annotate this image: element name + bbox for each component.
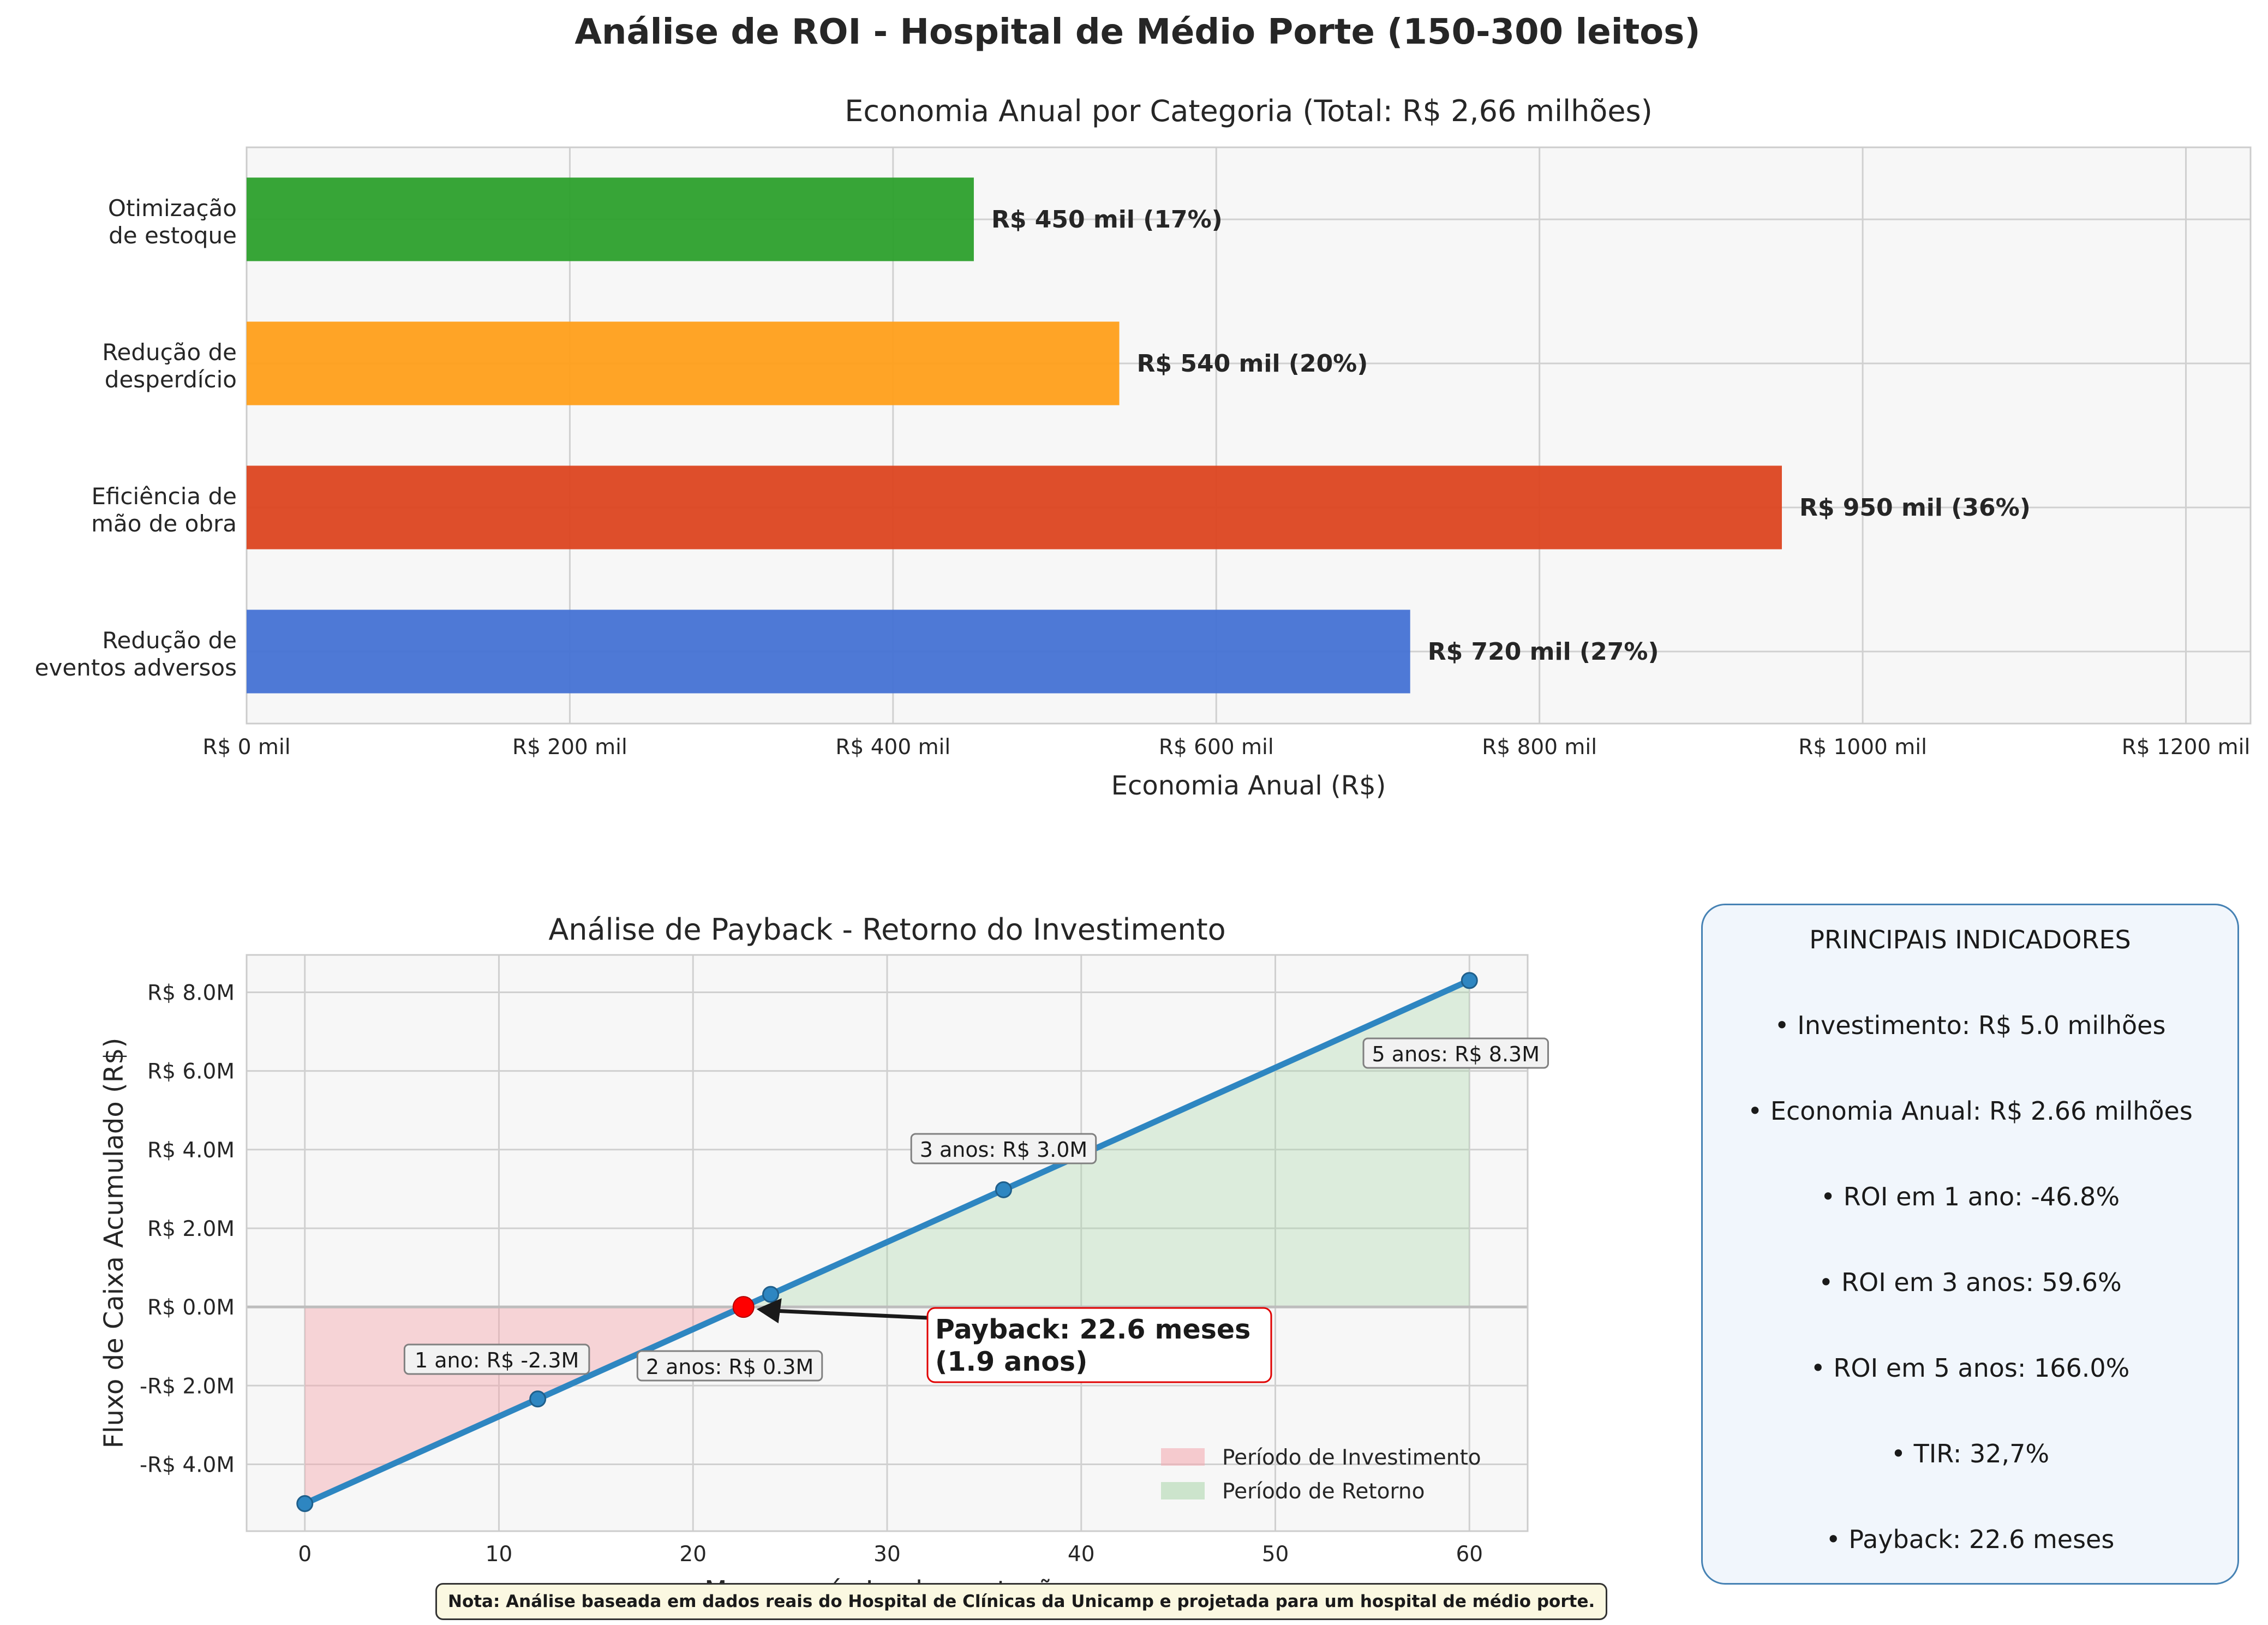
cashflow-point [995, 1181, 1012, 1198]
year-annotation-label: 3 anos: R$ 3.0M [920, 1138, 1087, 1162]
bar-x-tick-label: R$ 200 mil [512, 735, 627, 760]
bar-category-label: Eficiência de mão de obra [91, 483, 237, 537]
bar [247, 610, 1410, 694]
payback-arrowhead [756, 1298, 782, 1324]
legend-swatch [1161, 1482, 1205, 1499]
footnote: Nota: Análise baseada em dados reais do … [435, 1583, 1608, 1620]
bar-x-tick-label: R$ 600 mil [1159, 735, 1274, 760]
bar-x-tick-label: R$ 1000 mil [1798, 735, 1927, 760]
payback-marker [732, 1296, 755, 1318]
bar-chart-title: Economia Anual por Categoria (Total: R$ … [845, 94, 1653, 128]
cashflow-point [296, 1495, 314, 1513]
payback-callout-line2: (1.9 anos) [935, 1346, 1087, 1377]
line-y-tick-label: -R$ 2.0M [140, 1374, 235, 1399]
legend-label: Período de Investimento [1222, 1445, 1481, 1470]
payback-arrow [763, 1308, 928, 1320]
bar-category-label: Otimização de estoque [108, 195, 237, 249]
bar-x-tick-label: R$ 1200 mil [2122, 735, 2251, 760]
year-annotation-box [1362, 1037, 1549, 1069]
figure-title: Análise de ROI - Hospital de Médio Porte… [575, 12, 1700, 52]
legend-label: Período de Retorno [1222, 1479, 1425, 1504]
year-annotation-box [910, 1133, 1097, 1164]
year-annotation-label: 2 anos: R$ 0.3M [646, 1355, 813, 1379]
bar-x-tick-label: R$ 0 mil [202, 735, 290, 760]
bar [247, 321, 1120, 405]
cashflow-point [1461, 972, 1478, 989]
bar-value-label: R$ 720 mil (27%) [1428, 638, 1659, 666]
line-plot-frame [246, 954, 1529, 1532]
cashflow-point [762, 1286, 780, 1303]
bar-x-tick-label: R$ 800 mil [1482, 735, 1597, 760]
line-x-tick-label: 20 [679, 1542, 707, 1567]
year-annotation-box [403, 1343, 590, 1375]
indicators-panel: PRINCIPAIS INDICADORES • Investimento: R… [1701, 904, 2239, 1585]
year-annotation-label: 1 ano: R$ -2.3M [415, 1348, 579, 1372]
bar-x-axis-label: Economia Anual (R$) [1111, 770, 1386, 801]
line-y-tick-label: R$ 4.0M [147, 1138, 235, 1163]
indicators-heading: PRINCIPAIS INDICADORES [1809, 925, 2131, 954]
bar-value-label: R$ 540 mil (20%) [1137, 350, 1368, 378]
line-x-tick-label: 30 [873, 1542, 901, 1567]
line-y-tick-label: R$ 6.0M [147, 1060, 235, 1084]
bar [247, 177, 974, 261]
line-x-tick-label: 10 [486, 1542, 513, 1567]
indicator-payback: • Payback: 22.6 meses [1826, 1525, 2115, 1554]
bar-value-label: R$ 950 mil (36%) [1799, 494, 2031, 522]
year-annotation-label: 5 anos: R$ 8.3M [1372, 1042, 1540, 1066]
bar-chart: R$ 450 mil (17%) Otimização de estoque R$ 5… [35, 94, 2252, 801]
bar-category-label: Redução de desperdício [102, 339, 237, 393]
line-x-tick-label: 40 [1068, 1542, 1095, 1567]
payback-callout-line1: Payback: 22.6 meses [935, 1314, 1250, 1345]
line-x-tick-label: 60 [1456, 1542, 1483, 1567]
line-x-tick-label: 50 [1262, 1542, 1289, 1567]
indicator-irr: • TIR: 32,7% [1890, 1439, 2050, 1468]
indicator-annual-savings: • Economia Anual: R$ 2.66 milhões [1748, 1096, 2193, 1126]
indicator-roi-1y: • ROI em 1 ano: -46.8% [1820, 1182, 2120, 1211]
line-y-tick-label: R$ 0.0M [147, 1295, 235, 1320]
indicator-investment: • Investimento: R$ 5.0 milhões [1774, 1011, 2166, 1040]
line-y-axis-label: Fluxo de Caixa Acumulado (R$) [99, 1038, 129, 1449]
payback-callout-box [926, 1307, 1272, 1383]
line-y-tick-label: R$ 8.0M [147, 981, 235, 1005]
indicator-roi-5y: • ROI em 5 anos: 166.0% [1810, 1353, 2130, 1383]
payback-chart: Payback: 22.6 meses(1.9 anos) 1 ano: R$ -… [99, 912, 1549, 1606]
bar [247, 465, 1782, 549]
line-x-tick-label: 0 [298, 1542, 312, 1567]
line-chart-title: Análise de Payback - Retorno do Investim… [548, 912, 1225, 947]
bar-value-label: R$ 450 mil (17%) [991, 206, 1223, 234]
bar-x-tick-label: R$ 400 mil [835, 735, 950, 760]
line-y-tick-label: R$ 2.0M [147, 1217, 235, 1241]
year-annotation-box [636, 1350, 823, 1382]
legend-swatch [1161, 1448, 1205, 1466]
cashflow-point [529, 1390, 547, 1408]
bar-category-label: Redução de eventos adversos [35, 627, 237, 681]
line-y-tick-label: -R$ 4.0M [140, 1453, 235, 1477]
indicator-roi-3y: • ROI em 3 anos: 59.6% [1818, 1268, 2122, 1297]
bar-plot-frame [246, 146, 2252, 725]
